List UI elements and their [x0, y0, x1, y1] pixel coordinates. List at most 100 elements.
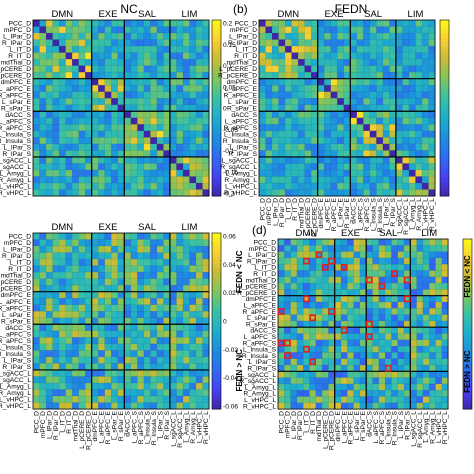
- heatmap-cell: [117, 389, 125, 397]
- heatmap-cell: [104, 376, 112, 384]
- heatmap-cell: [182, 272, 190, 279]
- heatmap-cell: [402, 46, 410, 53]
- heatmap-cell: [363, 52, 371, 60]
- heatmap-cell: [441, 239, 449, 246]
- heatmap-cell: [176, 117, 184, 125]
- heatmap-cell: [317, 33, 325, 40]
- heatmap-cell: [408, 169, 416, 177]
- heatmap-cell: [46, 59, 53, 66]
- heatmap-cell: [350, 183, 358, 190]
- heatmap-cell: [137, 285, 145, 292]
- heatmap-cell: [397, 276, 405, 284]
- heatmap-cell: [189, 117, 197, 125]
- heatmap-cell: [176, 343, 184, 351]
- network-label: SAL: [379, 228, 397, 239]
- heatmap-cell: [124, 150, 132, 158]
- heatmap-cell: [196, 317, 203, 325]
- heatmap-cell: [39, 59, 47, 66]
- heatmap-cell: [104, 189, 112, 197]
- heatmap-cell: [372, 396, 380, 404]
- colorbar-segment: [212, 147, 221, 153]
- heatmap-cell: [334, 302, 342, 309]
- colorbar-segment: [212, 37, 221, 43]
- heatmap-cell: [91, 65, 99, 73]
- colorbar-segment: [212, 64, 221, 69]
- heatmap-cell: [124, 298, 132, 306]
- heatmap-cell: [33, 402, 40, 410]
- heatmap-cell: [196, 389, 203, 397]
- heatmap-cell: [176, 298, 184, 306]
- heatmap-cell: [389, 156, 397, 164]
- row-label: L_aPFC_S: [244, 334, 277, 341]
- heatmap-cell: [46, 389, 53, 397]
- heatmap-cell: [303, 295, 310, 303]
- heatmap-cell: [117, 304, 125, 312]
- heatmap-cell: [395, 156, 403, 164]
- heatmap-cell: [347, 308, 354, 315]
- colorbar-segment: [212, 156, 221, 162]
- heatmap-cell: [98, 350, 106, 358]
- heatmap-cell: [202, 259, 210, 266]
- heatmap-cell: [156, 143, 164, 151]
- colorbar-segment: [440, 182, 449, 188]
- heatmap-cell: [98, 78, 106, 86]
- heatmap-cell: [143, 337, 151, 345]
- heatmap-cell: [389, 150, 397, 158]
- heatmap-cell: [259, 91, 266, 99]
- heatmap-cell: [124, 324, 132, 332]
- colorbar-segment: [463, 264, 472, 270]
- heatmap-cell: [391, 239, 398, 246]
- heatmap-cell: [328, 295, 335, 303]
- heatmap-cell: [341, 358, 348, 366]
- heatmap-cell: [202, 350, 210, 358]
- heatmap-cell: [163, 363, 171, 371]
- heatmap-cell: [52, 317, 60, 325]
- heatmap-cell: [259, 65, 266, 73]
- heatmap-cell: [324, 111, 332, 119]
- heatmap-cell: [324, 78, 332, 86]
- heatmap-cell: [111, 369, 119, 377]
- heatmap-cell: [156, 330, 164, 338]
- heatmap-cell: [169, 278, 177, 286]
- heatmap-cell: [176, 324, 184, 332]
- heatmap-cell: [39, 272, 47, 279]
- heatmap-cell: [259, 124, 266, 132]
- heatmap-cell: [322, 308, 329, 315]
- heatmap-cell: [59, 278, 66, 286]
- heatmap-cell: [278, 365, 285, 372]
- heatmap-cell: [124, 330, 132, 338]
- heatmap-cell: [143, 111, 151, 119]
- heatmap-cell: [72, 117, 79, 125]
- heatmap-cell: [366, 239, 373, 246]
- heatmap-cell: [422, 308, 430, 315]
- heatmap-cell: [296, 283, 304, 290]
- heatmap-cell: [189, 85, 197, 93]
- heatmap-cell: [182, 356, 190, 364]
- heatmap-cell: [78, 330, 86, 338]
- heatmap-cell: [290, 308, 298, 315]
- heatmap-cell: [104, 104, 112, 112]
- heatmap-cell: [130, 124, 138, 132]
- heatmap-cell: [328, 339, 335, 347]
- heatmap-cell: [298, 183, 305, 190]
- heatmap-cell: [196, 259, 203, 266]
- heatmap-cell: [353, 383, 361, 391]
- heatmap-cell: [265, 59, 273, 66]
- heatmap-cell: [428, 85, 436, 93]
- highlighted-cell: [384, 364, 392, 372]
- heatmap-cell: [304, 85, 312, 93]
- heatmap-cell: [176, 246, 184, 253]
- heatmap-cell: [91, 389, 99, 397]
- colorbar-segment: [463, 370, 472, 376]
- heatmap-cell: [33, 163, 40, 171]
- heatmap-cell: [46, 265, 53, 273]
- heatmap-cell: [324, 150, 332, 158]
- heatmap-cell: [72, 396, 79, 403]
- heatmap-cell: [150, 304, 158, 312]
- row-label: PCC_D: [9, 234, 32, 241]
- heatmap-cell: [156, 85, 164, 93]
- heatmap-cell: [408, 46, 416, 53]
- column-label: R_sPar_E: [360, 411, 367, 442]
- heatmap-cell: [378, 327, 386, 334]
- heatmap-cell: [111, 130, 119, 138]
